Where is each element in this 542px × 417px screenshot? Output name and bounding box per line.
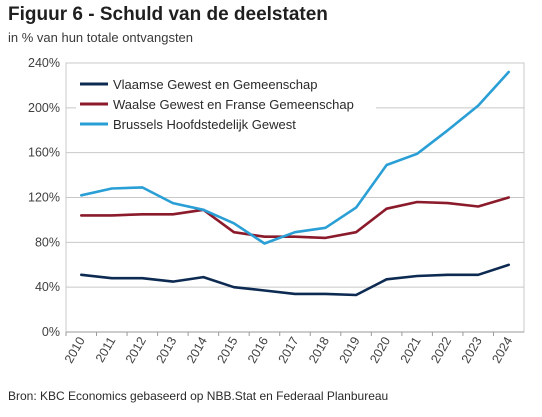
x-tick-label: 2019 (337, 334, 363, 365)
series-line (80, 263, 511, 297)
chart-title: Figuur 6 - Schuld van de deelstaten (8, 4, 328, 25)
x-tick-label: 2020 (367, 334, 393, 365)
y-axis-ticks: 0% 40% 80% 120% 160% 200% 240% (28, 56, 60, 339)
series-lines (80, 70, 511, 297)
y-tick-label: 240% (28, 56, 60, 70)
legend: Vlaamse Gewest en Gemeenschap Waalse Gewe… (76, 76, 376, 134)
x-tick-label: 2011 (93, 334, 119, 364)
legend-label: Vlaamse Gewest en Gemeenschap (113, 77, 318, 92)
legend-label: Waalse Gewest en Franse Gemeenschap (113, 97, 354, 112)
legend-bg (76, 116, 376, 134)
x-axis-ticks: 2010 2011 2012 2013 2014 2015 2016 2017 2018 2019… (62, 332, 515, 366)
x-tick-label: 2017 (276, 334, 302, 365)
legend-label: Brussels Hoofdstedelijk Gewest (113, 117, 296, 132)
x-tick-label: 2012 (123, 334, 149, 365)
x-tick-label: 2018 (306, 334, 332, 365)
legend-bg (76, 76, 376, 94)
series-line (80, 70, 511, 245)
y-tick-label: 200% (28, 101, 60, 115)
x-tick-label: 2013 (153, 334, 179, 365)
y-tick-label: 80% (35, 235, 60, 249)
y-tick-label: 0% (42, 325, 60, 339)
x-tick-label: 2022 (428, 334, 454, 365)
source-note: Bron: KBC Economics gebaseerd op NBB.Sta… (8, 389, 389, 403)
x-tick-label: 2015 (215, 334, 241, 365)
x-tick-label: 2010 (62, 334, 88, 365)
x-tick-label: 2014 (184, 334, 210, 365)
x-tick-label: 2023 (459, 334, 485, 365)
x-tick-label: 2024 (489, 334, 515, 365)
y-tick-label: 40% (35, 280, 60, 294)
series-line (80, 196, 511, 240)
legend-bg (76, 96, 376, 114)
x-tick-label: 2021 (398, 334, 424, 365)
chart-subtitle: in % van hun totale ontvangsten (8, 30, 194, 45)
x-tick-label: 2016 (245, 334, 271, 365)
y-tick-label: 160% (28, 146, 60, 160)
y-tick-label: 120% (28, 191, 60, 205)
